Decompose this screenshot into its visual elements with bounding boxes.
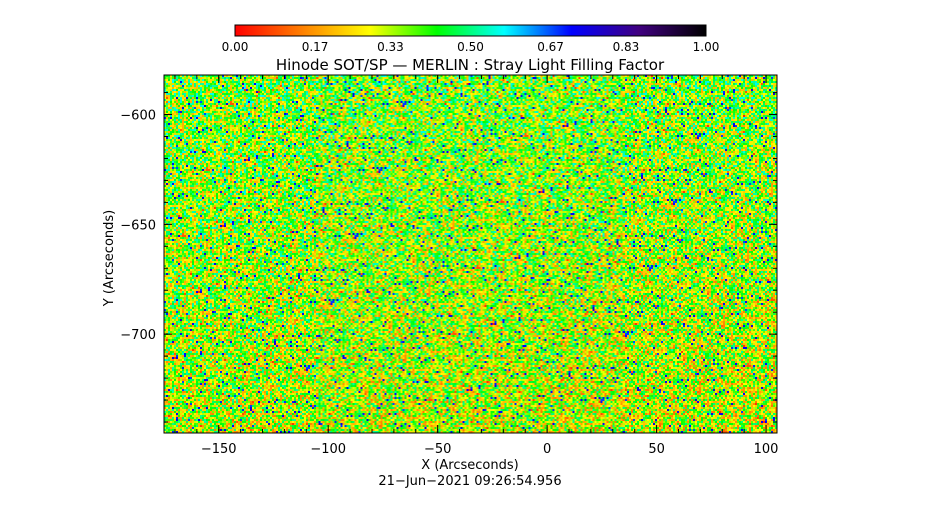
colorbar: 0.00 0.17 0.33 0.50 0.67 0.83 1.00 bbox=[222, 24, 720, 54]
y-tick-label: −650 bbox=[120, 218, 156, 233]
colorbar-tick-label: 0.00 bbox=[222, 40, 249, 54]
x-tick-label: −150 bbox=[201, 442, 237, 457]
x-tick-label: 0 bbox=[543, 442, 551, 457]
plot-frame bbox=[163, 74, 778, 434]
x-axis-label: X (Arcseconds) bbox=[421, 458, 518, 473]
y-tick-label: −600 bbox=[120, 109, 156, 124]
colorbar-tick-label: 0.83 bbox=[613, 40, 640, 54]
x-tick-label: −100 bbox=[310, 442, 346, 457]
y-axis-label: Y (Arcseconds) bbox=[102, 210, 117, 307]
y-tick-label: −700 bbox=[120, 328, 156, 343]
x-tick-label: 100 bbox=[754, 442, 779, 457]
x-axis: −150 −100 −50 0 50 100 bbox=[174, 75, 779, 457]
timestamp-footer: 21−Jun−2021 09:26:54.956 bbox=[378, 474, 561, 489]
x-tick-label: −50 bbox=[424, 442, 451, 457]
colorbar-bar bbox=[234, 24, 707, 37]
colorbar-tick-label: 0.50 bbox=[457, 40, 484, 54]
colorbar-tick-label: 0.67 bbox=[537, 40, 564, 54]
colorbar-ticks: 0.00 0.17 0.33 0.50 0.67 0.83 1.00 bbox=[222, 40, 720, 54]
colorbar-tick-label: 1.00 bbox=[693, 40, 720, 54]
heatmap-raster bbox=[164, 75, 777, 433]
colorbar-tick-label: 0.17 bbox=[302, 40, 329, 54]
colorbar-tick-label: 0.33 bbox=[377, 40, 404, 54]
x-tick-label: 50 bbox=[648, 442, 665, 457]
y-axis: −600 −650 −700 bbox=[120, 92, 777, 423]
chart-title: Hinode SOT/SP — MERLIN : Stray Light Fil… bbox=[276, 56, 665, 74]
heatmap-image bbox=[164, 75, 777, 433]
